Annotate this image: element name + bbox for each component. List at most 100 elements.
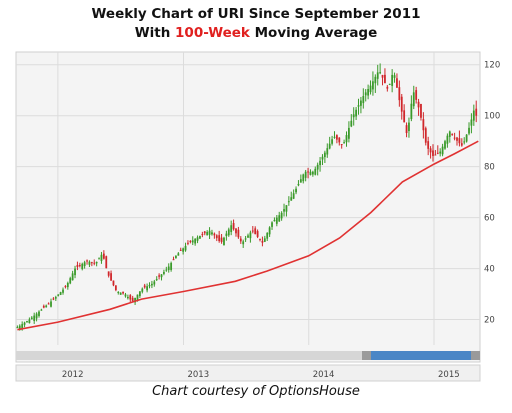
chart-title: Weekly Chart of URI Since September 2011 (91, 6, 421, 22)
subtitle-highlight: 100-Week (175, 25, 250, 41)
candle-body (403, 110, 406, 123)
candle-body (316, 164, 319, 170)
candle-body (38, 311, 40, 316)
candle-body (427, 141, 430, 149)
candle-body (374, 76, 377, 84)
candle-body (369, 85, 372, 93)
candle-body (381, 74, 384, 78)
candle-body (206, 231, 209, 236)
candle-body (220, 237, 223, 242)
candle-body (59, 292, 62, 295)
candle-body (218, 235, 221, 242)
candle-body (191, 240, 194, 243)
candle-body (439, 151, 442, 154)
candle-body (247, 235, 249, 238)
candle-body (280, 212, 283, 219)
candle-body (148, 285, 151, 287)
candle-body (23, 322, 26, 325)
candle-body (18, 325, 21, 330)
moving-average-line (17, 140, 479, 331)
candle-body (21, 324, 24, 329)
candle-body (151, 283, 153, 286)
candle-body (112, 280, 115, 286)
candle-body (475, 108, 478, 116)
candle-body (95, 261, 98, 264)
candle-body (194, 238, 197, 244)
candle-body (201, 234, 204, 236)
subtitle-suffix: Moving Average (249, 25, 378, 41)
y-axis: 20 40 60 80 100 120 (484, 61, 500, 326)
candle-body (57, 294, 60, 296)
navigator-handle-right[interactable] (471, 351, 480, 360)
candle-body (90, 262, 93, 264)
candle-body (146, 286, 149, 291)
candle-body (189, 240, 192, 242)
candle-body (335, 135, 338, 140)
candle-body (444, 141, 446, 149)
candle-body (126, 296, 129, 299)
x-tick-label: 2014 (313, 370, 335, 380)
candle-body (93, 262, 96, 264)
candle-body (114, 285, 117, 291)
candle-body (83, 262, 86, 267)
candle-body (333, 136, 336, 138)
x-tick-label: 2012 (62, 370, 84, 380)
candle-body (261, 240, 264, 243)
candle-body (227, 229, 230, 236)
candle-body (441, 146, 444, 155)
candle-body (165, 269, 168, 271)
candle-body (100, 254, 103, 262)
candle-body (422, 119, 425, 131)
candle-body (393, 75, 396, 78)
candle-body (223, 237, 225, 246)
candle-body (453, 137, 456, 139)
candle-body (290, 197, 293, 201)
navigator-handle-left[interactable] (362, 351, 371, 360)
candle-body (364, 92, 367, 96)
candle-body (179, 249, 182, 251)
candle-body (463, 141, 466, 143)
candle-body (386, 86, 389, 89)
candle-body (254, 228, 257, 235)
candle-body (131, 297, 134, 302)
navigator-thumb[interactable] (362, 351, 480, 360)
candle-body (309, 171, 312, 175)
candle-body (47, 303, 50, 305)
navigator-track[interactable] (16, 351, 480, 360)
candle-body (124, 294, 127, 297)
candle-body (408, 122, 410, 132)
candle-body (372, 81, 374, 90)
candle-body (62, 289, 64, 293)
candle-body (129, 295, 132, 300)
candle-body (249, 232, 252, 239)
candle-body (343, 142, 345, 144)
candle-body (451, 133, 454, 135)
plot-area (15, 51, 481, 363)
candle-body (398, 87, 401, 101)
candle-body (259, 238, 261, 240)
candle-body (110, 273, 112, 281)
candle-body (302, 174, 305, 182)
subtitle-prefix: With (134, 25, 176, 41)
candle-body (338, 137, 341, 143)
candle-body (297, 183, 300, 186)
chart-subtitle: With 100-Week Moving Average (0, 25, 512, 41)
candle-body (256, 231, 259, 237)
candle-body (208, 230, 211, 235)
candle-body (468, 127, 470, 134)
candle-body (78, 265, 81, 267)
candle-body (30, 317, 33, 320)
candle-body (311, 171, 314, 175)
candle-body (239, 238, 242, 242)
candle-body (45, 305, 48, 308)
candle-body (446, 135, 449, 144)
candle-body (33, 315, 36, 321)
candle-body (321, 156, 324, 160)
candle-body (119, 292, 122, 295)
candle-body (472, 110, 475, 121)
candle-body (347, 127, 350, 139)
candle-body (203, 231, 206, 234)
x-tick-label: 2015 (438, 370, 460, 380)
candle-body (155, 279, 158, 281)
